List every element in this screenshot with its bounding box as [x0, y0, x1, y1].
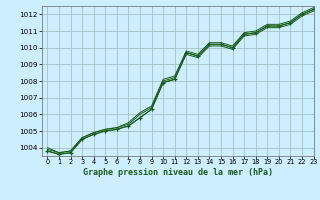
X-axis label: Graphe pression niveau de la mer (hPa): Graphe pression niveau de la mer (hPa): [83, 168, 273, 177]
